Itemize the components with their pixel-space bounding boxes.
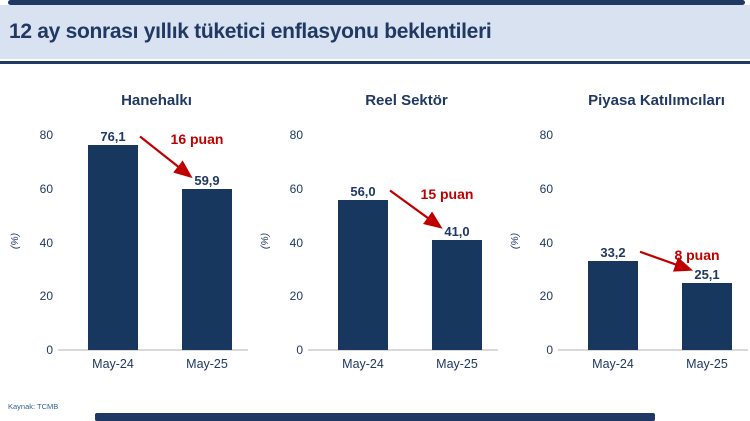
chart-panel-reel-sektor: Reel Sektör (%) 56,0 41,0 15 puan May-24… (250, 62, 500, 402)
x-axis-line (558, 349, 748, 351)
bar-may-25 (682, 282, 732, 350)
change-annotation: 15 puan (420, 185, 474, 202)
chart-title: Piyasa Katılımcıları (588, 92, 725, 109)
chart-title: Hanehalkı (121, 92, 192, 109)
y-axis-tick-label: 20 (39, 289, 53, 304)
page-title: 12 ay sonrası yıllık tüketici enflasyonu… (9, 20, 492, 43)
x-axis-tick-label: May-25 (436, 357, 478, 371)
bar-may-24 (338, 199, 388, 350)
bar-value-label: 41,0 (444, 223, 470, 239)
footer-accent-bar (95, 413, 655, 421)
chart-title: Reel Sektör (365, 92, 448, 109)
bar-value-label: 59,9 (194, 173, 220, 189)
x-axis-tick-label: May-24 (592, 357, 634, 371)
y-axis-tick-label: 80 (539, 128, 553, 142)
bar-value-label: 25,1 (694, 266, 720, 282)
chart-panel-piyasa-katilimcilari: Piyasa Katılımcıları (%) 33,2 25,1 8 pua… (500, 62, 750, 402)
bar-may-25 (182, 189, 232, 350)
y-axis-tick-label: 40 (39, 235, 53, 250)
source-note: Kaynak: TCMB (8, 402, 59, 411)
header-separator (0, 61, 750, 64)
bar-value-label: 56,0 (350, 183, 376, 199)
chart-panel-hanehalki: Hanehalkı (%) 76,1 59,9 16 puan May-24 M… (0, 62, 250, 402)
y-axis-tick-label: 0 (46, 343, 53, 357)
bar-value-label: 33,2 (600, 244, 626, 260)
x-axis-tick-label: May-25 (186, 357, 228, 371)
y-axis-tick-label: 60 (539, 181, 553, 196)
x-axis-tick-label: May-24 (92, 357, 134, 371)
y-axis-tick-label: 80 (289, 128, 303, 142)
x-axis-tick-label: May-24 (342, 357, 384, 371)
x-axis-line (308, 349, 498, 351)
y-axis-tick-label: 0 (546, 343, 553, 357)
bar-may-24 (588, 260, 638, 350)
y-axis-tick-label: 20 (289, 289, 303, 304)
y-axis-tick-label: 20 (539, 289, 553, 304)
x-axis-line (58, 349, 248, 351)
y-axis-tick-label: 60 (39, 181, 53, 196)
top-accent-bar (8, 0, 745, 5)
header-band (0, 5, 750, 59)
y-axis-tick-label: 60 (289, 181, 303, 196)
y-axis-tick-label: 80 (39, 128, 53, 142)
y-axis-tick-label: 40 (289, 235, 303, 250)
y-axis-tick-label: 40 (539, 235, 553, 250)
x-axis-tick-label: May-25 (686, 357, 728, 371)
change-annotation: 8 puan (674, 246, 720, 263)
y-axis-tick-label: 0 (296, 343, 303, 357)
bar-value-label: 76,1 (100, 129, 126, 145)
bar-may-25 (432, 239, 482, 350)
change-annotation: 16 puan (170, 131, 224, 148)
bar-may-24 (88, 145, 138, 350)
